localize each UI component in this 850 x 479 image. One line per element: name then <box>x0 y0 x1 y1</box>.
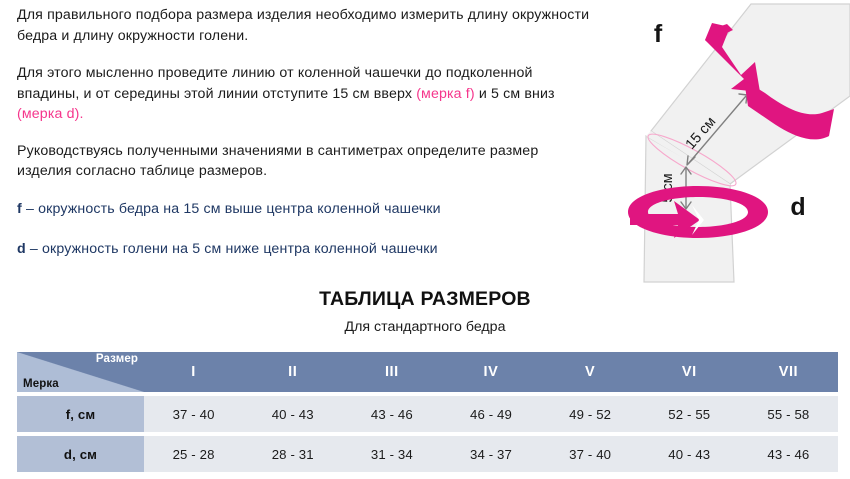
paragraph-2-text-part-2: и 5 см вниз <box>474 85 555 102</box>
cell-f-5: 49 - 52 <box>540 396 640 432</box>
cell-f-2: 40 - 43 <box>243 396 343 432</box>
cell-f-6: 52 - 55 <box>639 396 739 432</box>
leg-silhouette-icon <box>643 3 850 283</box>
knee-measurement-diagram: 15 см 5 см f d <box>600 0 850 292</box>
instruction-paragraph-1: Для правильного подбора размера изделия … <box>17 7 590 44</box>
measure-d-note: (мерка d). <box>17 106 84 122</box>
column-header-2: II <box>243 352 343 392</box>
row-label-f: f, см <box>17 396 144 432</box>
definition-f-text: – окружность бедра на 15 см выше центра … <box>21 200 441 217</box>
table-row: f, см 37 - 40 40 - 43 43 - 46 46 - 49 49… <box>17 396 838 432</box>
row-label-d: d, см <box>17 436 144 472</box>
definition-d-text: – окружность голени на 5 см ниже центра … <box>25 240 438 257</box>
definition-f: f – окружность бедра на 15 см выше центр… <box>17 199 592 219</box>
measure-f-note: (мерка f) <box>416 85 475 102</box>
column-header-5: V <box>540 352 640 392</box>
cell-d-2: 28 - 31 <box>243 436 343 472</box>
definition-d: d – окружность голени на 5 см ниже центр… <box>17 239 592 259</box>
cell-f-7: 55 - 58 <box>738 396 838 432</box>
cell-d-3: 31 - 34 <box>342 436 442 472</box>
corner-size-label: Размер <box>95 353 138 365</box>
cell-f-4: 46 - 49 <box>441 396 541 432</box>
column-header-6: VI <box>639 352 739 392</box>
instruction-paragraph-3: Руководствуясь полученными значениями в … <box>17 142 539 180</box>
column-header-1: I <box>144 352 244 392</box>
label-d: d <box>790 193 805 221</box>
size-table-body: f, см 37 - 40 40 - 43 43 - 46 46 - 49 49… <box>17 396 838 472</box>
cell-d-7: 43 - 46 <box>738 436 838 472</box>
cell-d-6: 40 - 43 <box>639 436 739 472</box>
instructions-block: Для правильного подбора размера изделия … <box>17 5 592 279</box>
calf-measure-arrow-icon <box>628 186 768 238</box>
corner-diagonal-divider <box>17 352 144 392</box>
cell-d-5: 37 - 40 <box>540 436 640 472</box>
definition-d-symbol: d <box>17 240 26 257</box>
instruction-paragraph-2: Для этого мысленно проведите линию от ко… <box>17 63 592 125</box>
cell-f-3: 43 - 46 <box>342 396 442 432</box>
thigh-measure-arrow-icon <box>705 23 834 140</box>
definition-f-symbol: f <box>17 200 22 217</box>
corner-measure-label: Мерка <box>23 378 59 390</box>
size-table-head: Размер Мерка I II III IV V VI VII <box>17 352 838 392</box>
size-table: Размер Мерка I II III IV V VI VII f, см … <box>17 348 838 476</box>
column-header-3: III <box>342 352 442 392</box>
size-table-title: ТАБЛИЦА РАЗМЕРОВ <box>319 288 531 310</box>
size-table-header-row: Размер Мерка I II III IV V VI VII <box>17 352 838 392</box>
size-table-subtitle: Для стандартного бедра <box>344 319 506 335</box>
cell-d-1: 25 - 28 <box>144 436 244 472</box>
column-header-7: VII <box>738 352 838 392</box>
table-row: d, см 25 - 28 28 - 31 31 - 34 34 - 37 37… <box>17 436 838 472</box>
cell-d-4: 34 - 37 <box>441 436 541 472</box>
cell-f-1: 37 - 40 <box>144 396 244 432</box>
paragraph-2-text-part-1: Для этого мысленно проведите линию от ко… <box>17 65 533 102</box>
label-f: f <box>654 20 663 48</box>
table-corner-cell: Размер Мерка <box>17 352 144 392</box>
column-header-4: IV <box>441 352 541 392</box>
